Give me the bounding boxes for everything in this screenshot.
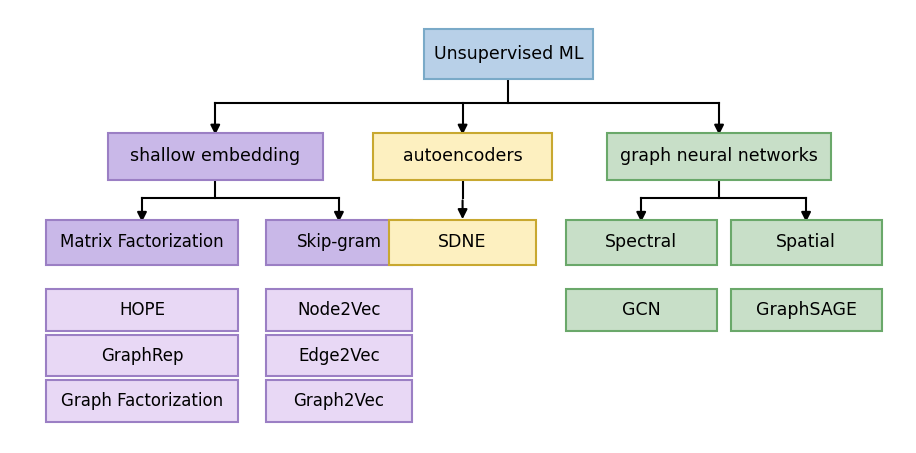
Text: SDNE: SDNE bbox=[439, 233, 486, 251]
Text: GraphRep: GraphRep bbox=[101, 347, 183, 365]
Text: shallow embedding: shallow embedding bbox=[130, 147, 300, 165]
FancyBboxPatch shape bbox=[266, 289, 412, 331]
FancyBboxPatch shape bbox=[46, 335, 238, 376]
FancyBboxPatch shape bbox=[107, 132, 322, 180]
FancyBboxPatch shape bbox=[374, 132, 551, 180]
Text: Unsupervised ML: Unsupervised ML bbox=[433, 45, 583, 63]
FancyBboxPatch shape bbox=[266, 220, 412, 265]
FancyBboxPatch shape bbox=[731, 289, 881, 331]
Text: Edge2Vec: Edge2Vec bbox=[298, 347, 380, 365]
FancyBboxPatch shape bbox=[46, 289, 238, 331]
FancyBboxPatch shape bbox=[731, 220, 881, 265]
FancyBboxPatch shape bbox=[46, 380, 238, 422]
Text: Spectral: Spectral bbox=[605, 233, 677, 251]
FancyBboxPatch shape bbox=[565, 220, 716, 265]
FancyBboxPatch shape bbox=[46, 220, 238, 265]
FancyBboxPatch shape bbox=[565, 289, 716, 331]
FancyBboxPatch shape bbox=[606, 132, 832, 180]
Text: Graph Factorization: Graph Factorization bbox=[61, 392, 223, 410]
Text: HOPE: HOPE bbox=[119, 301, 165, 319]
Text: Spatial: Spatial bbox=[776, 233, 836, 251]
FancyBboxPatch shape bbox=[266, 380, 412, 422]
Text: graph neural networks: graph neural networks bbox=[620, 147, 818, 165]
Text: Graph2Vec: Graph2Vec bbox=[293, 392, 385, 410]
FancyBboxPatch shape bbox=[266, 335, 412, 376]
Text: GCN: GCN bbox=[622, 301, 660, 319]
Text: Skip-gram: Skip-gram bbox=[297, 233, 381, 251]
FancyBboxPatch shape bbox=[423, 29, 594, 79]
Text: autoencoders: autoencoders bbox=[403, 147, 522, 165]
Text: GraphSAGE: GraphSAGE bbox=[756, 301, 856, 319]
Text: Node2Vec: Node2Vec bbox=[297, 301, 381, 319]
Text: Matrix Factorization: Matrix Factorization bbox=[60, 233, 224, 251]
FancyBboxPatch shape bbox=[389, 220, 536, 265]
